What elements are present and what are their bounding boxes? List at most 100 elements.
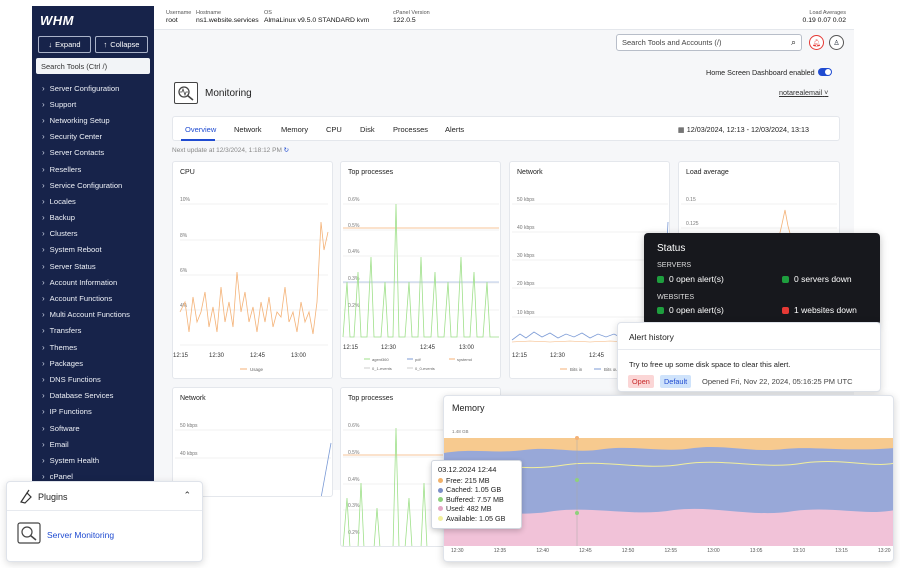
sidebar-item[interactable]: › Server Status (32, 258, 154, 274)
load-averages-label: Load Averages (809, 10, 846, 16)
date-range-picker[interactable]: ▦ 12/03/2024, 12:13 - 12/03/2024, 13:13 (678, 125, 809, 134)
sidebar-item[interactable]: › Transfers (32, 323, 154, 339)
dashboard-toggle[interactable] (818, 68, 832, 76)
memory-title: Memory (452, 403, 485, 413)
top-processes-chart: 0.6% 0.5% 0.4% 0.3% 0.2% 12:15 12:30 12:… (342, 197, 499, 371)
notification-bell-icon[interactable]: 🔔︎ (809, 35, 824, 50)
alert-message: Try to free up some disk space to clear … (629, 360, 791, 369)
plugins-title: Plugins (38, 492, 68, 502)
tab-memory[interactable]: Memory (281, 125, 309, 134)
sidebar-item-label: Multi Account Functions (49, 310, 130, 320)
sidebar-item[interactable]: › Account Information (32, 274, 154, 290)
chevron-right-icon: › (42, 213, 45, 223)
servers-down[interactable]: 0 servers down (782, 274, 852, 284)
search-accounts-input[interactable]: Search Tools and Accounts (/) ⌕ (616, 34, 802, 51)
hostname-label: Hostname (196, 10, 222, 16)
dashboard-toggle-label: Home Screen Dashboard enabled (706, 68, 815, 77)
sidebar-item[interactable]: › Locales (32, 193, 154, 209)
websites-down[interactable]: 1 websites down (782, 305, 857, 315)
sidebar-item[interactable]: › cPanel (32, 469, 154, 485)
load-average-card-title: Load average (686, 169, 729, 176)
sidebar-item-label: Support (49, 99, 77, 109)
sidebar-item[interactable]: › System Health (32, 452, 154, 468)
tab-processes[interactable]: Processes (393, 125, 429, 134)
series-color-dot (438, 497, 443, 503)
tab-network[interactable]: Network (234, 125, 262, 134)
sidebar-item[interactable]: › System Reboot (32, 242, 154, 258)
alert-opened-time: Opened Fri, Nov 22, 2024, 05:16:25 PM UT… (702, 377, 853, 386)
divider (618, 349, 880, 350)
chevron-right-icon: › (42, 455, 45, 465)
agent360-line (342, 203, 499, 338)
whm-logo[interactable]: WHM (40, 12, 74, 28)
series-color-dot (438, 515, 443, 521)
load-averages-value: 0.19 0.07 0.02 (802, 17, 846, 24)
tab-disk[interactable]: Disk (360, 125, 375, 134)
xtick: 12:15 (512, 353, 528, 359)
user-account-icon[interactable]: ♙ (829, 35, 844, 50)
tab-cpu[interactable]: CPU (326, 125, 342, 134)
series-color-dot (438, 506, 443, 512)
sidebar-item[interactable]: › Server Configuration (32, 80, 154, 96)
xtick: 12:50 (622, 548, 635, 554)
search-icon[interactable]: ⌕ (790, 37, 796, 47)
sidebar-item[interactable]: › Software (32, 420, 154, 436)
sidebar-item[interactable]: › Account Functions (32, 290, 154, 306)
sidebar-item[interactable]: › Security Center (32, 129, 154, 145)
sidebar-item[interactable]: › Networking Setup (32, 112, 154, 128)
sidebar-item[interactable]: › Packages (32, 355, 154, 371)
chevron-right-icon: › (42, 391, 45, 401)
sidebar-item[interactable]: › Server Contacts (32, 145, 154, 161)
servers-alerts[interactable]: 0 open alert(s) (657, 274, 724, 284)
tooltip-row: Used: 482 MB (438, 504, 515, 513)
memory-chart: 1.48 GB 12:30 12:35 12:40 12:45 12:50 12:55 13… (444, 429, 893, 554)
chevron-right-icon: › (42, 472, 45, 482)
chevron-right-icon: › (42, 180, 45, 190)
search-accounts-placeholder: Search Tools and Accounts (/) (622, 38, 722, 47)
sidebar-item-label: Security Center (49, 132, 103, 142)
ytick: 0.3% (348, 276, 360, 282)
sidebar-item[interactable]: › Themes (32, 339, 154, 355)
expand-button[interactable]: ↓ Expand (38, 36, 91, 53)
xtick: 13:15 (835, 548, 848, 554)
chevron-right-icon: › (42, 277, 45, 287)
chevron-up-icon[interactable]: ⌃ (183, 490, 191, 500)
server-monitoring-link[interactable]: Server Monitoring (47, 530, 115, 540)
sidebar-item[interactable]: › Email (32, 436, 154, 452)
chevron-right-icon: › (42, 423, 45, 433)
cpu-card: CPU 10% 8% 6% 4% 12:15 12:30 12:45 13:00… (172, 161, 333, 379)
search-tools-input[interactable]: Search Tools (Ctrl /) (36, 58, 150, 74)
refresh-icon[interactable]: ↻ (283, 147, 290, 154)
sidebar-item-label: Server Configuration (49, 83, 120, 93)
network-chart-2: 50 kbps 40 kbps (175, 423, 332, 496)
websites-alerts[interactable]: 0 open alert(s) (657, 305, 724, 315)
collapse-button[interactable]: ↑ Collapse (95, 36, 148, 53)
cpu-chart: 10% 8% 6% 4% 12:15 12:30 12:45 13:00 Usa… (173, 197, 329, 372)
sidebar-item-label: Packages (49, 358, 84, 368)
sidebar-item[interactable]: › Support (32, 96, 154, 112)
sidebar-item[interactable]: › DNS Functions (32, 371, 154, 387)
sidebar-item[interactable]: › IP Functions (32, 404, 154, 420)
arrow-down-icon: ↓ (48, 40, 53, 49)
sidebar-item[interactable]: › Backup (32, 210, 154, 226)
user-dropdown[interactable]: notarealemail ˅ (779, 88, 828, 97)
servers-down-label: 0 servers down (794, 274, 852, 284)
sidebar-item[interactable]: › Clusters (32, 226, 154, 242)
chevron-down-icon: ˅ (824, 88, 829, 97)
alert-status-badge: Open (628, 375, 654, 388)
ytick: 0.4% (348, 477, 360, 483)
sidebar-item-label: Themes (49, 342, 78, 352)
sidebar-item[interactable]: › Service Configuration (32, 177, 154, 193)
servers-alerts-label: 0 open alert(s) (669, 274, 724, 284)
sidebar-item[interactable]: › Multi Account Functions (32, 307, 154, 323)
sidebar-item[interactable]: › Resellers (32, 161, 154, 177)
top-processes-card-title: Top processes (348, 169, 394, 176)
server-info-bar: Username root Hostname ns1.website.service… (154, 6, 854, 30)
tooltip-row-label: Cached: 1.05 GB (446, 485, 502, 495)
tab-alerts[interactable]: Alerts (445, 125, 465, 134)
ytick: 40 kbps (180, 451, 198, 457)
tab-overview[interactable]: Overview (185, 125, 217, 134)
sidebar-item[interactable]: › Database Services (32, 388, 154, 404)
sidebar-item-label: Clusters (49, 229, 78, 239)
cpu-usage-line (179, 221, 329, 335)
